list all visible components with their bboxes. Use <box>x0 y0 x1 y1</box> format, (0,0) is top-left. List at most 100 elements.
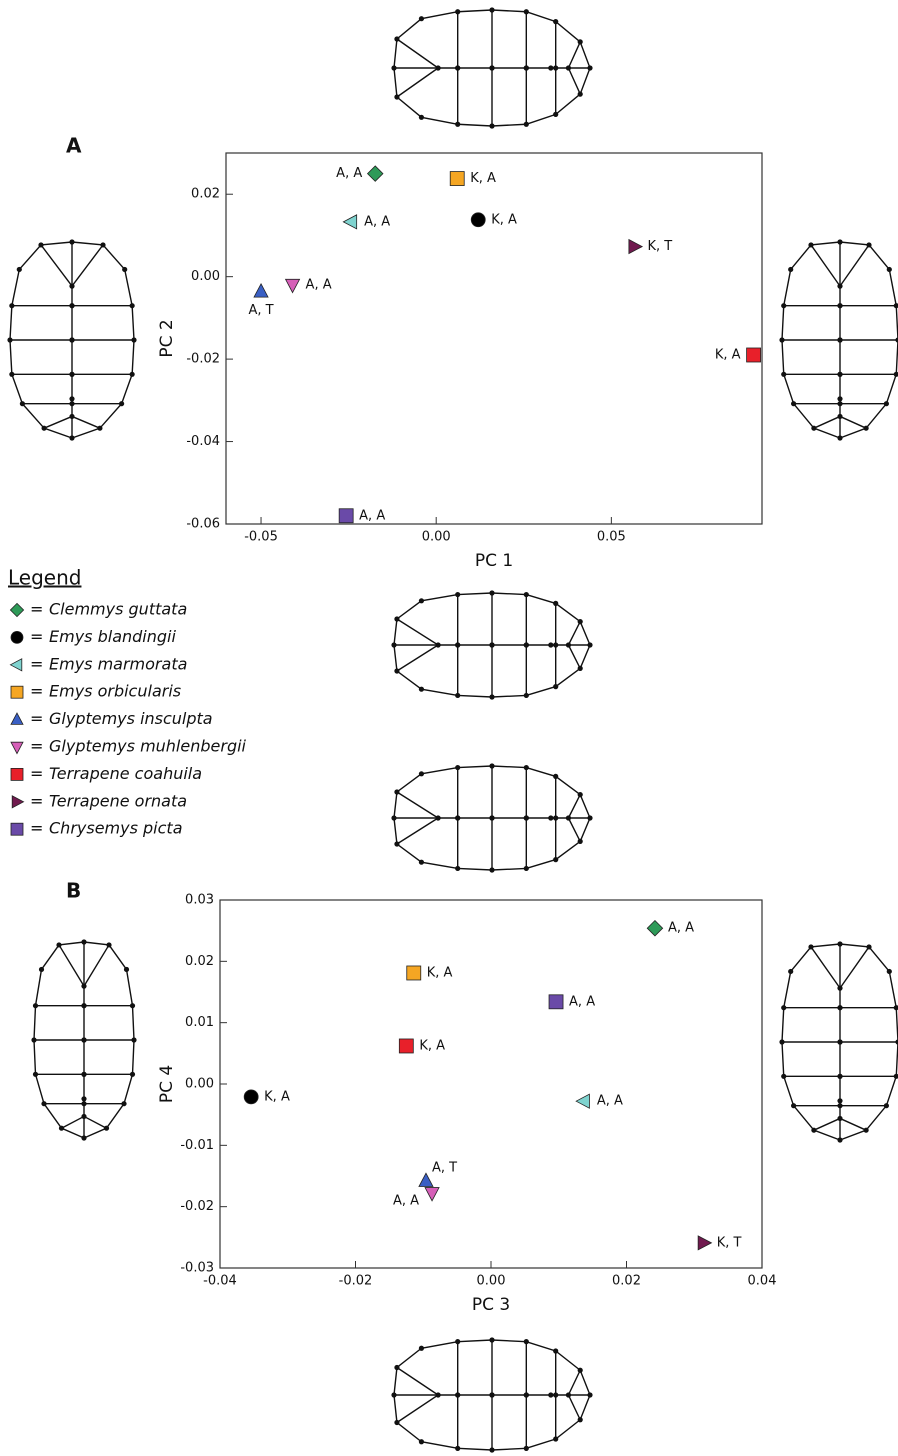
landmark <box>553 684 558 689</box>
shell-diagram <box>779 239 898 440</box>
landmark <box>553 857 558 862</box>
landmark <box>489 1447 494 1452</box>
landmark <box>524 65 529 70</box>
point-label: A, A <box>668 921 694 936</box>
landmark <box>455 693 460 698</box>
landmark <box>566 1392 571 1397</box>
legend-separator: = <box>30 737 43 756</box>
landmark <box>42 426 47 431</box>
landmark <box>894 372 898 377</box>
landmark <box>887 969 892 974</box>
landmark <box>587 815 592 820</box>
point <box>647 921 662 936</box>
legend-separator: = <box>30 627 43 646</box>
landmark <box>578 792 583 797</box>
landmark <box>391 1392 396 1397</box>
point-label: A, T <box>432 1160 457 1175</box>
y-tick-label: -0.03 <box>180 1261 214 1276</box>
landmark <box>17 267 22 272</box>
point <box>368 166 383 181</box>
shell-seam <box>811 947 840 988</box>
landmark <box>788 969 793 974</box>
landmark <box>489 1337 494 1342</box>
shell-seam <box>44 416 72 428</box>
point-label: K, A <box>470 171 496 186</box>
shell-diagram <box>391 7 592 128</box>
landmark <box>69 372 74 377</box>
point <box>450 172 464 186</box>
landmark <box>41 1101 46 1106</box>
landmark <box>100 242 105 247</box>
landmark <box>69 284 74 289</box>
landmark <box>130 372 135 377</box>
landmark <box>419 115 424 120</box>
landmark <box>524 815 529 820</box>
shell-seam <box>568 795 580 818</box>
figure: A B Legend -0.050.000.05-0.06-0.04-0.020… <box>0 0 898 1456</box>
shell-seam <box>840 1118 866 1130</box>
landmark <box>20 401 25 406</box>
landmark <box>553 815 558 820</box>
landmark <box>489 590 494 595</box>
landmark <box>553 1436 558 1441</box>
shell-seam <box>397 645 438 671</box>
landmark <box>524 866 529 871</box>
point <box>254 284 268 297</box>
landmark <box>130 1072 135 1077</box>
landmark <box>566 815 571 820</box>
shell-seam <box>568 645 580 668</box>
landmark <box>587 642 592 647</box>
legend-title: Legend <box>8 566 81 590</box>
landmark <box>553 1392 558 1397</box>
point-label: K, A <box>491 212 517 227</box>
landmark <box>781 303 786 308</box>
landmark <box>864 1128 869 1133</box>
shell-seam <box>568 42 580 68</box>
landmark <box>419 598 424 603</box>
landmark <box>489 1392 494 1397</box>
shell-seam <box>568 1370 580 1395</box>
x-tick-label: 0.02 <box>612 1274 641 1289</box>
shell-seam <box>62 1116 85 1128</box>
point-label: A, A <box>569 994 595 1009</box>
shell-seam <box>84 945 109 986</box>
legend-entry: Terrapene ornata <box>49 791 187 810</box>
landmark <box>489 815 494 820</box>
point-label: A, A <box>336 166 362 181</box>
legend-marker <box>11 823 23 835</box>
landmark <box>587 1392 592 1397</box>
landmark <box>524 642 529 647</box>
landmark <box>419 687 424 692</box>
shell-seam <box>814 416 840 428</box>
landmark <box>455 1392 460 1397</box>
landmark <box>419 16 424 21</box>
x-tick-label: -0.02 <box>339 1274 373 1289</box>
landmark <box>394 36 399 41</box>
legend-marker <box>10 659 21 671</box>
x-axis-title: PC 1 <box>475 551 513 571</box>
landmark <box>81 1096 86 1101</box>
landmark <box>866 242 871 247</box>
landmark <box>130 1003 135 1008</box>
landmark <box>394 841 399 846</box>
legend-separator: = <box>30 682 43 701</box>
legend-marker <box>11 742 23 753</box>
shell-diagram <box>31 939 136 1140</box>
panel-label: B <box>66 879 81 903</box>
landmark <box>548 642 553 647</box>
y-tick-label: -0.04 <box>186 434 220 449</box>
shell-seam <box>397 818 438 844</box>
landmark <box>455 9 460 14</box>
landmark <box>489 867 494 872</box>
point <box>549 995 563 1009</box>
point <box>471 213 485 227</box>
landmark <box>124 967 129 972</box>
landmark <box>419 1439 424 1444</box>
landmark <box>837 941 842 946</box>
point-label: K, T <box>647 239 672 254</box>
landmark <box>837 1098 842 1103</box>
x-tick-label: 0.04 <box>748 1274 777 1289</box>
landmark <box>837 986 842 991</box>
landmark <box>884 1103 889 1108</box>
shell-seam <box>568 818 580 841</box>
